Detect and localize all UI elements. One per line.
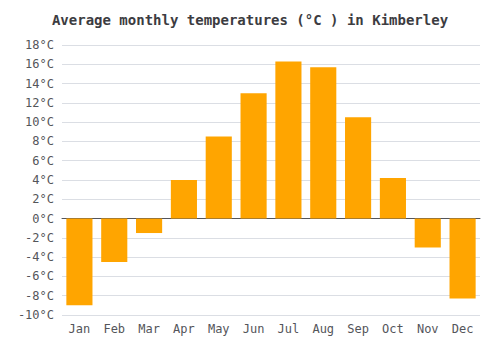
- svg-text:12°C: 12°C: [25, 96, 54, 110]
- svg-text:-2°C: -2°C: [25, 231, 54, 245]
- svg-text:14°C: 14°C: [25, 77, 54, 91]
- svg-text:-6°C: -6°C: [25, 269, 54, 283]
- svg-text:Jun: Jun: [243, 322, 265, 336]
- svg-text:May: May: [208, 322, 230, 336]
- svg-text:8°C: 8°C: [32, 134, 54, 148]
- svg-text:6°C: 6°C: [32, 154, 54, 168]
- svg-text:Mar: Mar: [138, 322, 160, 336]
- svg-text:-10°C: -10°C: [18, 308, 54, 322]
- svg-text:Jan: Jan: [69, 322, 91, 336]
- svg-text:Nov: Nov: [417, 322, 439, 336]
- svg-text:Feb: Feb: [103, 322, 125, 336]
- svg-text:Jul: Jul: [278, 322, 300, 336]
- svg-text:Oct: Oct: [382, 322, 404, 336]
- svg-text:16°C: 16°C: [25, 57, 54, 71]
- svg-text:18°C: 18°C: [25, 38, 54, 52]
- svg-text:Apr: Apr: [173, 322, 195, 336]
- svg-text:-4°C: -4°C: [25, 250, 54, 264]
- svg-text:Average monthly temperatures (: Average monthly temperatures (°C ) in Ki…: [52, 12, 449, 28]
- svg-text:2°C: 2°C: [32, 192, 54, 206]
- svg-text:Dec: Dec: [452, 322, 474, 336]
- svg-text:Sep: Sep: [347, 322, 369, 336]
- svg-text:10°C: 10°C: [25, 115, 54, 129]
- svg-text:Aug: Aug: [312, 322, 334, 336]
- svg-text:4°C: 4°C: [32, 173, 54, 187]
- svg-text:0°C: 0°C: [32, 212, 54, 226]
- svg-text:-8°C: -8°C: [25, 289, 54, 303]
